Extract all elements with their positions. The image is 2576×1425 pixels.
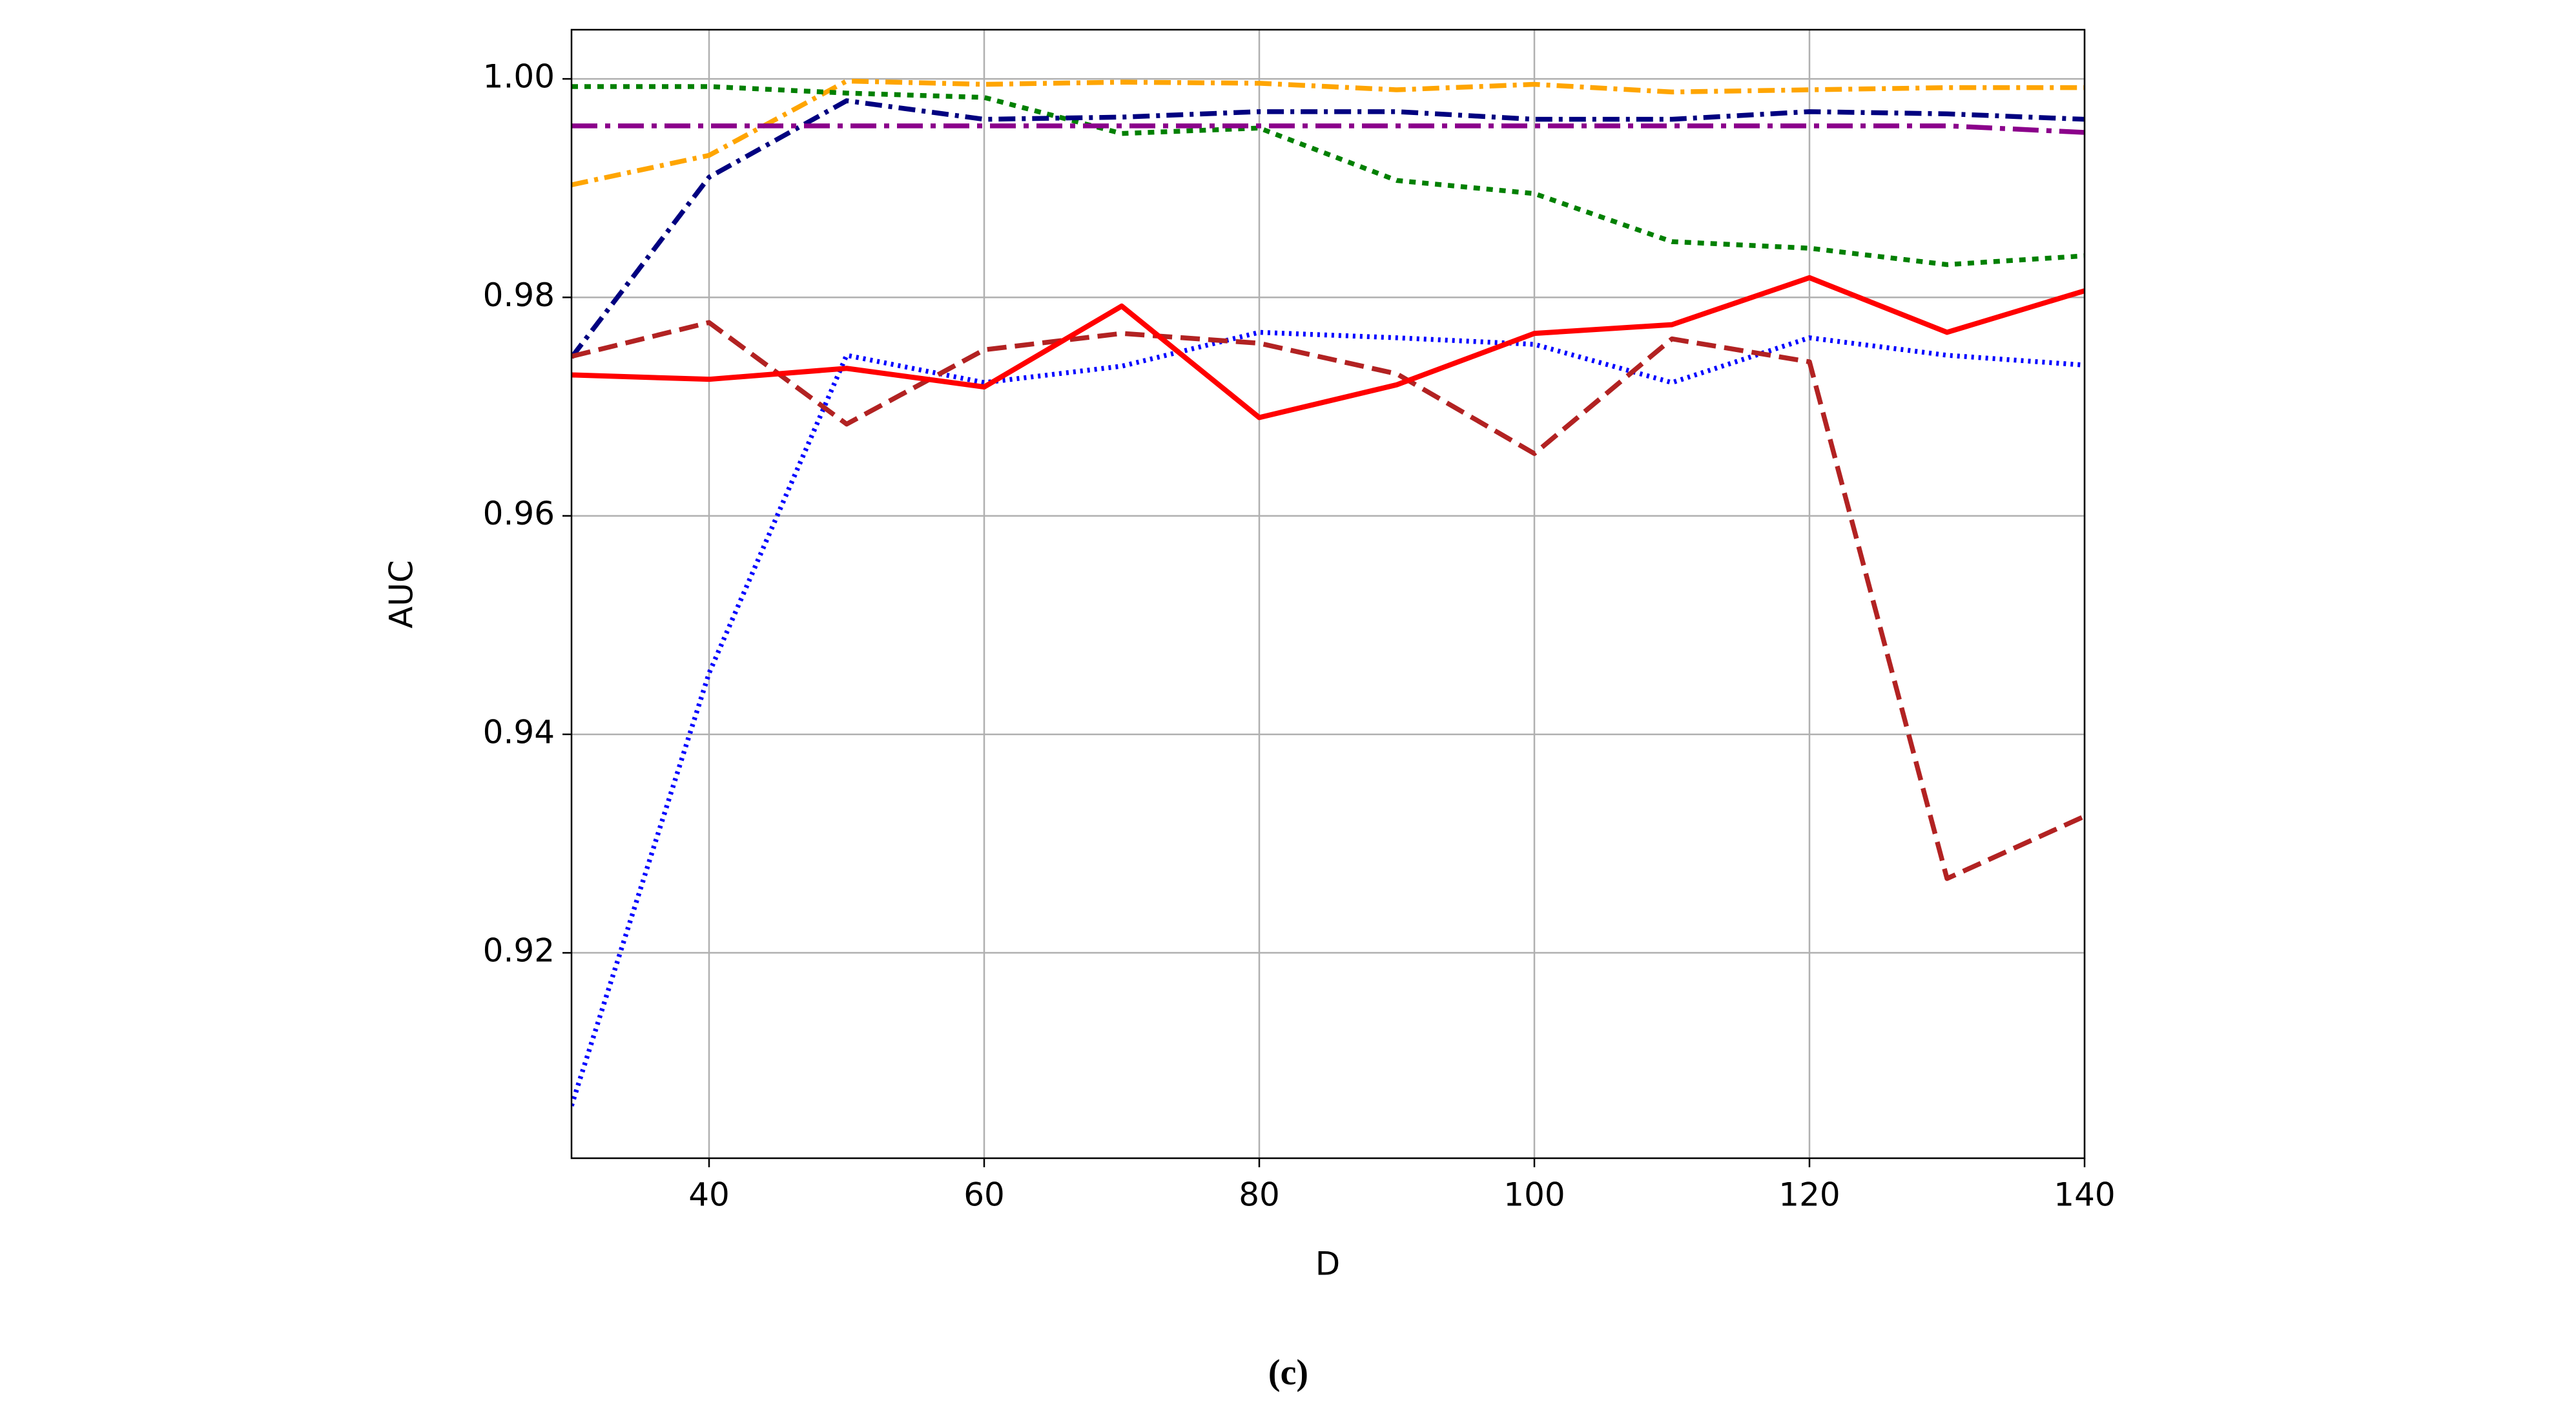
y-tick-label: 1.00 xyxy=(483,58,555,96)
series-line xyxy=(572,329,2085,1107)
series-line xyxy=(572,84,2085,267)
series-line xyxy=(572,123,2085,135)
y-tick-label: 0.96 xyxy=(483,495,555,532)
caption: (c) xyxy=(1268,1353,1308,1393)
x-tick-label: 140 xyxy=(2054,1176,2115,1214)
x-tick-label: 100 xyxy=(1503,1176,1565,1214)
y-axis-label: AUC xyxy=(383,560,420,629)
y-tick-label: 0.98 xyxy=(483,276,555,314)
lines xyxy=(572,78,2085,1107)
y-tick-label: 0.94 xyxy=(483,713,555,751)
plot-frame xyxy=(570,28,2086,1160)
x-tick-label: 60 xyxy=(963,1176,1005,1214)
grid xyxy=(572,30,2086,1158)
x-tick-label: 40 xyxy=(688,1176,730,1214)
series-line xyxy=(572,320,2085,881)
x-tick-label: 120 xyxy=(1778,1176,1840,1214)
series-line xyxy=(572,78,2085,187)
y-tick-label: 0.92 xyxy=(483,932,555,970)
x-tick-label: 80 xyxy=(1239,1176,1280,1214)
series-line xyxy=(572,98,2085,359)
x-axis-label: D xyxy=(1315,1245,1341,1283)
ticks: 40 60 80 100 120 140 0.92 0.94 0.96 0.98 1.00 xyxy=(483,58,2116,1214)
series-line xyxy=(572,275,2085,421)
